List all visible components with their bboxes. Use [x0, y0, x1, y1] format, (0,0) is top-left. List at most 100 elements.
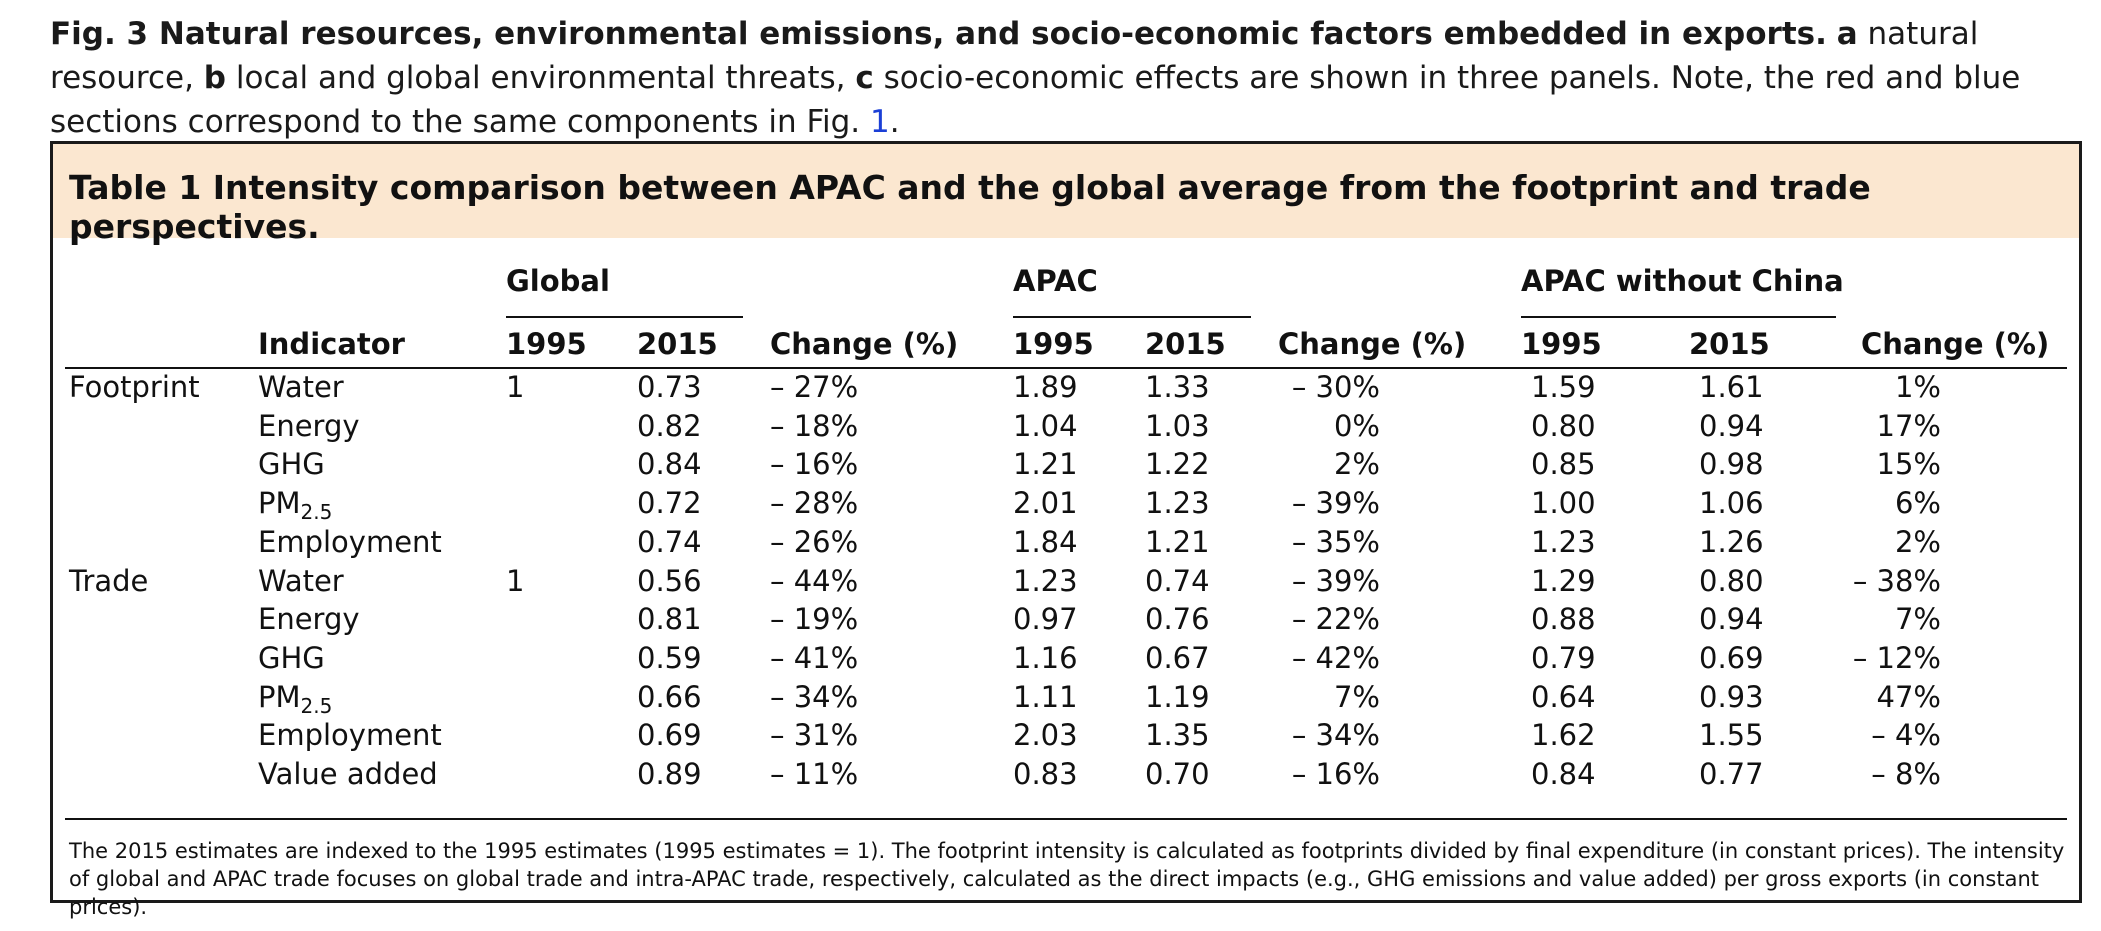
global-change-cell: – 31% — [770, 718, 859, 753]
apac-wo-china-1995-cell: 1.00 — [1531, 486, 1596, 521]
column-header-global-change: Change (%) — [770, 327, 959, 361]
table-row: Energy 0.82 – 18% 1.04 1.03 0% 0.80 0.94 17% — [53, 409, 2079, 448]
global-change-cell: – 26% — [770, 524, 859, 559]
apac-change-cell: – 22% — [1291, 602, 1380, 637]
global-2015-cell: 0.82 — [637, 408, 702, 443]
table-row: Energy 0.81 – 19% 0.97 0.76 – 22% 0.88 0.94 7% — [53, 602, 2079, 641]
apac-2015-cell: 1.19 — [1145, 679, 1210, 714]
apac-wo-china-change-cell: 6% — [1894, 486, 1941, 521]
global-2015-cell: 0.56 — [637, 563, 702, 598]
group-rule-global — [506, 316, 743, 318]
panel-c-text: socio-economic effects are shown in thre… — [50, 60, 2021, 140]
apac-2015-cell: 1.22 — [1145, 447, 1210, 482]
global-change-cell: – 41% — [770, 640, 859, 675]
apac-wo-china-2015-cell: 0.69 — [1699, 640, 1764, 675]
indicator-cell: Value added — [258, 757, 438, 791]
section-label: Footprint — [69, 370, 200, 404]
column-header-apac-2015: 2015 — [1145, 327, 1226, 361]
table-row: Employment 0.74 – 26% 1.84 1.21 – 35% 1.23 1.26… — [53, 525, 2079, 564]
panel-a-text: natural resource, — [50, 16, 1979, 96]
apac-1995-cell: 1.23 — [1013, 563, 1078, 598]
column-header-global-2015: 2015 — [637, 327, 718, 361]
apac-change-cell: 0% — [1333, 408, 1380, 443]
panel-a-label: a — [1836, 16, 1858, 52]
table-row: Trade Water 1 0.56 – 44% 1.23 0.74 – 39% 1.29 0.8… — [53, 564, 2079, 603]
global-change-cell: – 19% — [770, 602, 859, 637]
apac-2015-cell: 0.76 — [1145, 602, 1210, 637]
apac-wo-china-1995-cell: 1.59 — [1531, 370, 1596, 404]
global-2015-cell: 0.74 — [637, 524, 702, 559]
column-header-apac-wo-china-2015: 2015 — [1689, 327, 1770, 361]
apac-wo-china-1995-cell: 1.62 — [1531, 718, 1596, 753]
table-row: PM2.5 0.66 – 34% 1.11 1.19 7% 0.64 0.93 47% — [53, 680, 2079, 719]
group-header-apac-without-china: APAC without China — [1521, 264, 1844, 298]
apac-wo-china-change-cell: – 12% — [1852, 640, 1941, 675]
apac-wo-china-change-cell: 15% — [1876, 447, 1941, 482]
apac-change-cell: – 42% — [1291, 640, 1380, 675]
apac-change-cell: – 35% — [1291, 524, 1380, 559]
global-2015-cell: 0.66 — [637, 679, 702, 714]
apac-wo-china-2015-cell: 0.94 — [1699, 408, 1764, 443]
apac-change-cell: – 39% — [1291, 486, 1380, 521]
apac-wo-china-change-cell: – 38% — [1852, 563, 1941, 598]
panel-c-label: c — [855, 60, 874, 96]
apac-wo-china-change-cell: – 8% — [1871, 757, 1941, 791]
apac-change-cell: – 30% — [1291, 370, 1380, 404]
panel-b-label: b — [203, 60, 226, 96]
column-header-apac-1995: 1995 — [1013, 327, 1094, 361]
apac-wo-china-2015-cell: 0.94 — [1699, 602, 1764, 637]
apac-wo-china-2015-cell: 0.77 — [1699, 757, 1764, 791]
apac-2015-cell: 0.67 — [1145, 640, 1210, 675]
apac-wo-china-2015-cell: 0.98 — [1699, 447, 1764, 482]
apac-2015-cell: 1.03 — [1145, 408, 1210, 443]
apac-1995-cell: 1.21 — [1013, 447, 1078, 482]
apac-1995-cell: 1.04 — [1013, 408, 1078, 443]
global-2015-cell: 0.81 — [637, 602, 702, 637]
global-change-cell: – 11% — [770, 757, 859, 791]
indicator-subscript: 2.5 — [300, 500, 333, 525]
section-label: Trade — [69, 563, 149, 598]
apac-wo-china-change-cell: 47% — [1876, 679, 1941, 714]
table-title: Table 1 Intensity comparison between APA… — [69, 168, 1871, 246]
apac-2015-cell: 1.33 — [1145, 370, 1210, 404]
apac-1995-cell: 0.83 — [1013, 757, 1078, 791]
indicator-cell: Energy — [258, 602, 360, 637]
apac-2015-cell: 1.21 — [1145, 524, 1210, 559]
apac-wo-china-1995-cell: 0.64 — [1531, 679, 1596, 714]
indicator-cell: Employment — [258, 524, 442, 559]
group-header-apac: APAC — [1013, 264, 1098, 298]
table-row: Footprint Water 1 0.73 – 27% 1.89 1.33 – 30% 1.5… — [53, 370, 2079, 409]
indicator-cell: Water — [258, 563, 344, 598]
global-1995-cell: 1 — [506, 563, 525, 598]
table-row: PM2.5 0.72 – 28% 2.01 1.23 – 39% 1.00 1.06 6% — [53, 486, 2079, 525]
indicator-text: PM — [258, 486, 301, 521]
global-change-cell: – 44% — [770, 563, 859, 598]
global-change-cell: – 18% — [770, 408, 859, 443]
group-rule-apac-without-china — [1521, 316, 1836, 318]
global-change-cell: – 16% — [770, 447, 859, 482]
apac-2015-cell: 0.70 — [1145, 757, 1210, 791]
apac-1995-cell: 1.16 — [1013, 640, 1078, 675]
apac-wo-china-2015-cell: 0.80 — [1699, 563, 1764, 598]
apac-change-cell: 2% — [1333, 447, 1380, 482]
indicator-subscript: 2.5 — [300, 693, 333, 718]
apac-wo-china-change-cell: 7% — [1894, 602, 1941, 637]
apac-wo-china-2015-cell: 1.26 — [1699, 524, 1764, 559]
table-row: Value added 0.89 – 11% 0.83 0.70 – 16% 0.84 0.7… — [53, 757, 2079, 796]
indicator-cell: Energy — [258, 408, 360, 443]
global-2015-cell: 0.73 — [637, 370, 702, 404]
apac-wo-china-2015-cell: 1.06 — [1699, 486, 1764, 521]
indicator-cell: GHG — [258, 640, 325, 675]
apac-wo-china-2015-cell: 1.55 — [1699, 718, 1764, 753]
global-change-cell: – 28% — [770, 486, 859, 521]
figure-reference-link[interactable]: 1 — [870, 104, 890, 140]
global-1995-cell: 1 — [506, 370, 525, 404]
indicator-cell: Employment — [258, 718, 442, 753]
group-header-global: Global — [506, 264, 610, 298]
footer-rule — [65, 818, 2067, 820]
table-title-bar: Table 1 Intensity comparison between APA… — [53, 144, 2079, 246]
column-header-apac-wo-china-1995: 1995 — [1521, 327, 1602, 361]
apac-2015-cell: 1.23 — [1145, 486, 1210, 521]
apac-wo-china-1995-cell: 0.88 — [1531, 602, 1596, 637]
table-1: Table 1 Intensity comparison between APA… — [50, 141, 2082, 919]
